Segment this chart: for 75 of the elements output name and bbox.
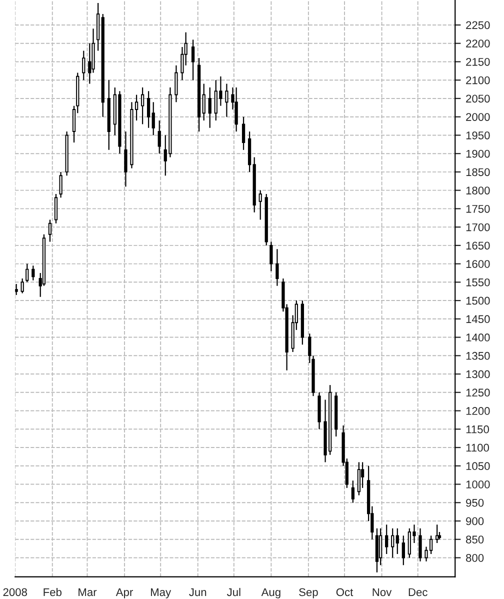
x-tick-label: 2008: [3, 588, 27, 596]
x-tick-label: Aug: [261, 588, 280, 598]
y-tick-label: 1200: [466, 407, 490, 415]
y-tick-label: 1600: [466, 260, 490, 268]
y-tick-label: 1950: [466, 131, 490, 140]
candlestick: [379, 528, 382, 566]
x-tick-label: Oct: [336, 588, 354, 596]
x-tick-label: Jul: [226, 588, 240, 596]
candlestick: [48, 219, 52, 242]
candlestick: [391, 528, 394, 558]
candlestick: [270, 241, 273, 272]
candlestick: [276, 248, 279, 286]
candlestick: [15, 283, 18, 296]
y-tick-label: 2150: [466, 58, 490, 66]
candlestick: [402, 535, 405, 566]
y-tick-label: 1800: [466, 186, 490, 194]
x-tick-label: Nov: [372, 588, 392, 596]
candlestick: [234, 86, 238, 132]
candlestick: [59, 171, 62, 198]
candlestick: [26, 263, 29, 283]
candlestick: [146, 90, 150, 128]
x-tick-label: Apr: [116, 588, 133, 598]
y-tick-label: 1750: [466, 204, 490, 213]
y-tick-label: 1250: [466, 388, 490, 397]
x-tick-label: Sep: [299, 588, 318, 598]
y-tick-label: 2000: [466, 113, 490, 121]
candlestick: [124, 130, 128, 188]
y-tick-label: 2050: [466, 94, 490, 103]
y-tick-label: 1350: [466, 352, 490, 360]
x-tick-label: Feb: [44, 588, 62, 596]
candlestick: [82, 50, 86, 81]
y-tick-label: 2200: [466, 40, 490, 48]
y-tick-label: 800: [466, 554, 484, 562]
y-tick-label: 1000: [466, 480, 490, 488]
candlestick: [357, 462, 361, 496]
candlestick: [418, 528, 422, 562]
x-tick-label: Mar: [78, 588, 97, 596]
x-tick-label: Jun: [189, 588, 206, 596]
y-tick-label: 900: [466, 517, 484, 526]
y-tick-label: 1150: [466, 425, 489, 434]
y-tick-label: 2250: [466, 21, 490, 30]
y-tick-label: 2100: [466, 76, 490, 84]
y-tick-label: 1650: [466, 242, 490, 250]
y-tick-label: 1550: [466, 278, 490, 286]
candlestick: [32, 265, 35, 281]
y-tick-label: 1700: [466, 223, 490, 232]
candlestick: [258, 190, 262, 220]
candlestick: [191, 39, 195, 81]
y-tick-label: 1850: [466, 168, 490, 176]
y-tick-label: 1900: [466, 150, 490, 158]
candlestick: [158, 120, 161, 154]
y-tick-label: 1450: [466, 315, 490, 324]
candlestick: [20, 278, 24, 294]
y-tick-label: 850: [466, 536, 484, 544]
candlestick: [351, 480, 354, 504]
candlestick: [360, 462, 364, 488]
y-tick-label: 1100: [466, 444, 489, 452]
y-tick-label: 1400: [466, 334, 490, 342]
candlestick: [208, 86, 212, 128]
candlestick: [140, 86, 144, 125]
candlestick: [54, 193, 58, 224]
candlestick: [152, 102, 155, 136]
x-tick-label: May: [151, 588, 172, 598]
y-tick-label: 1300: [466, 370, 490, 378]
y-tick-label: 1050: [466, 462, 490, 470]
candlestick: [385, 524, 388, 555]
candlestick: [242, 116, 246, 150]
candlestick: [225, 83, 228, 118]
candlestick: [202, 83, 206, 122]
candlestick: [396, 528, 399, 555]
y-tick-label: 1500: [466, 296, 490, 305]
candlestick: [174, 64, 178, 103]
candlestick: [436, 524, 439, 544]
y-tick-label: 950: [466, 498, 484, 507]
x-tick-label: Dec: [408, 588, 428, 596]
